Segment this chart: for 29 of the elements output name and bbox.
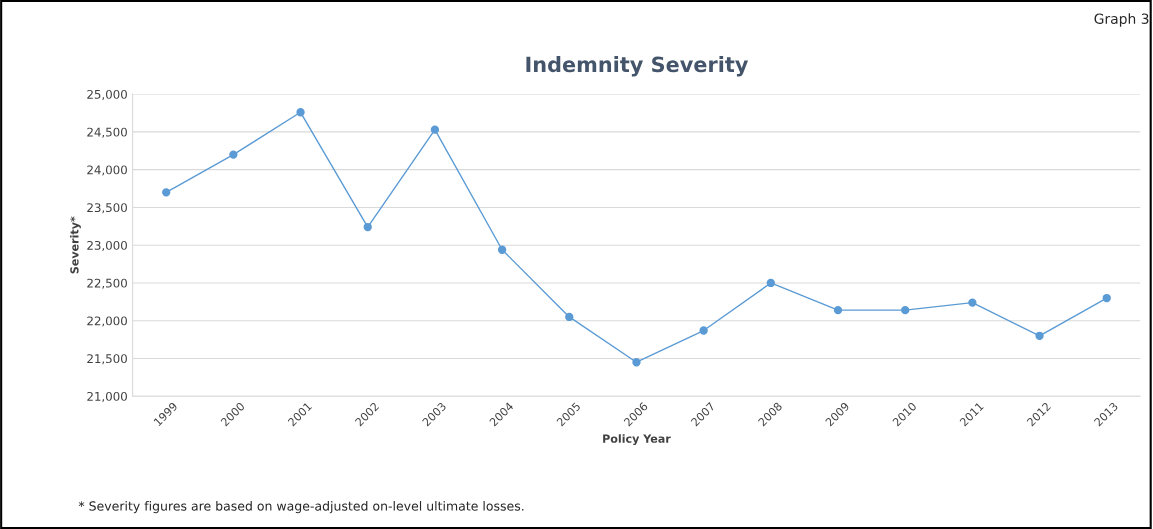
point [901, 305, 910, 315]
y-axis-title: Severity* [70, 216, 81, 274]
y-tick-label: 21,000 [87, 391, 127, 403]
point [430, 125, 440, 134]
y-tick-label: 24,500 [87, 127, 127, 138]
point [229, 150, 238, 159]
point [833, 305, 843, 315]
point [1035, 331, 1044, 340]
point [1102, 293, 1111, 303]
y-tick-label: 22,500 [87, 278, 127, 289]
x-axis-title: Policy Year [603, 434, 671, 446]
y-tick-label: 23,500 [87, 203, 127, 214]
point [497, 245, 507, 254]
point [296, 108, 305, 117]
point [699, 326, 708, 335]
point [632, 358, 641, 367]
point [162, 188, 171, 197]
y-tick-label: 24,000 [87, 165, 127, 176]
point [766, 278, 775, 288]
y-tick-label: 23,000 [87, 240, 127, 252]
text: * Severity figures are based on wage-adjusted on-level ultimate losses. [78, 501, 524, 514]
point [363, 222, 372, 232]
y-tick-label: 25,000 [87, 89, 127, 101]
point [968, 298, 977, 307]
y-tick-label: 22,000 [87, 316, 127, 327]
point [565, 312, 574, 322]
caption: Graph 3 [1094, 13, 1149, 27]
y-tick-label: 21,500 [87, 354, 127, 365]
chart-title: Indemnity Severity [526, 56, 749, 77]
